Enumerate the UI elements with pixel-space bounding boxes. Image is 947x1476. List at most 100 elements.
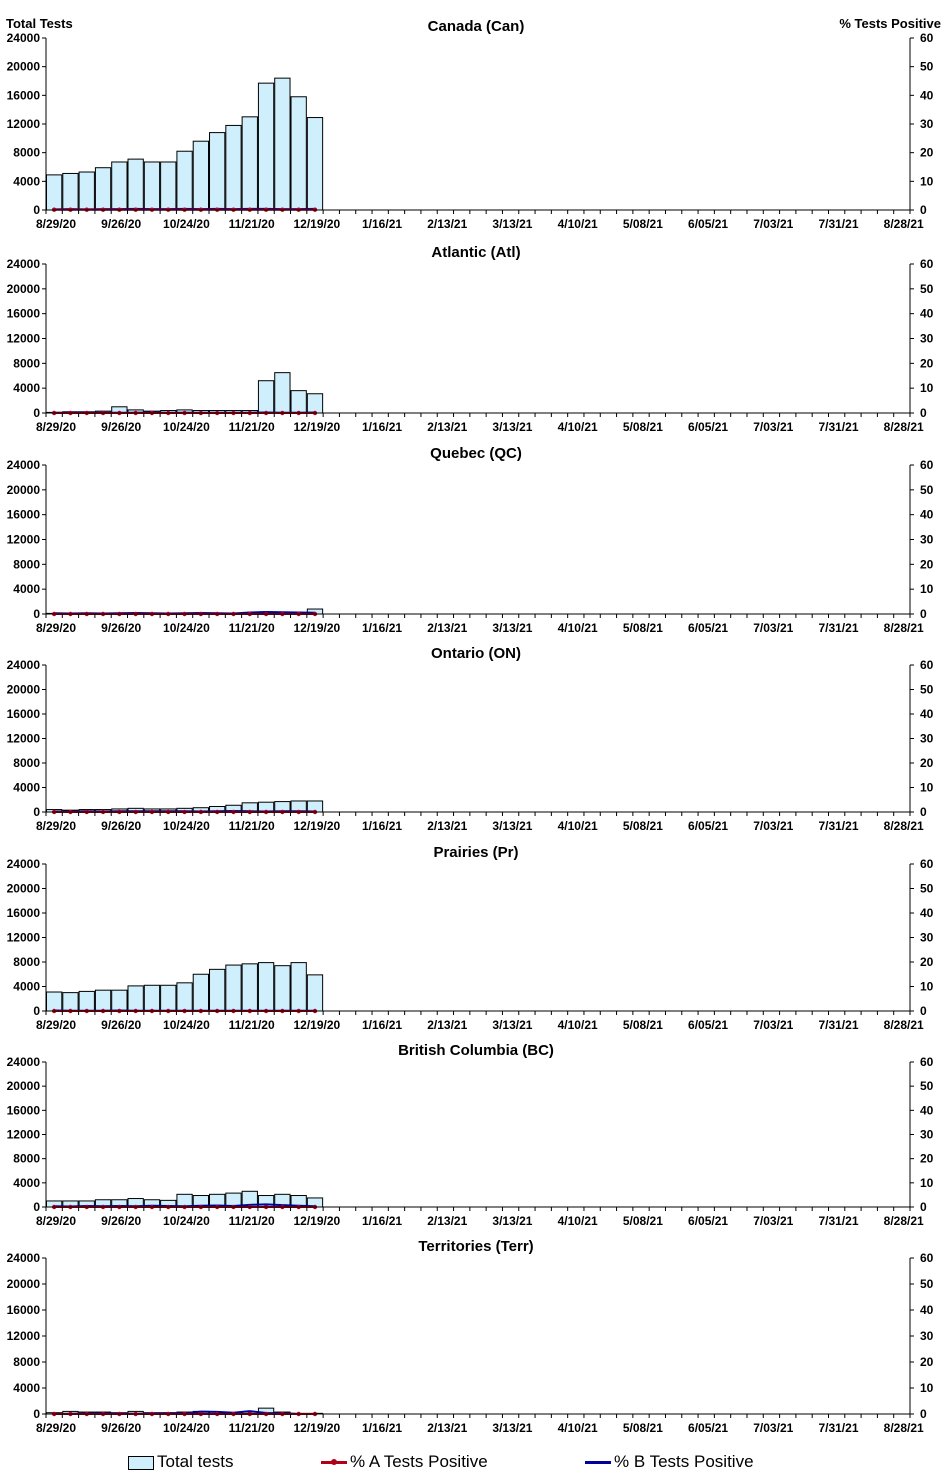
chart-panel-0: Canada (Can) 0 4000 8000 12000 16000 20000 2400… bbox=[7, 18, 934, 231]
bar bbox=[160, 161, 177, 211]
x-tick-label: 5/08/21 bbox=[623, 819, 663, 833]
right-tick-label: 50 bbox=[920, 1277, 934, 1291]
x-tick-label: 5/08/21 bbox=[623, 1214, 663, 1228]
bar bbox=[290, 390, 307, 414]
panel-title: Territories (Terr) bbox=[418, 1238, 533, 1255]
left-axis-title: Total Tests bbox=[6, 16, 73, 31]
x-tick-label: 12/19/20 bbox=[293, 1421, 340, 1435]
x-tick-label: 3/13/21 bbox=[492, 1214, 532, 1228]
right-tick-label: 10 bbox=[920, 582, 934, 596]
x-tick-label: 10/24/20 bbox=[163, 420, 210, 434]
bar bbox=[127, 985, 144, 1012]
right-tick-label: 60 bbox=[920, 458, 934, 472]
left-tick-label: 8000 bbox=[13, 756, 40, 770]
right-tick-label: 40 bbox=[920, 1303, 934, 1317]
x-tick-label: 8/29/20 bbox=[36, 1018, 76, 1032]
left-tick-label: 12000 bbox=[7, 117, 41, 131]
x-tick-label: 4/10/21 bbox=[558, 1214, 598, 1228]
left-tick-label: 20000 bbox=[7, 683, 41, 697]
x-tick-label: 12/19/20 bbox=[293, 621, 340, 635]
x-tick-label: 8/29/20 bbox=[36, 819, 76, 833]
right-tick-label: 20 bbox=[920, 1152, 934, 1166]
legend-b-line-icon bbox=[585, 1461, 611, 1464]
right-tick-label: 30 bbox=[920, 117, 934, 131]
x-tick-label: 2/13/21 bbox=[427, 1421, 467, 1435]
x-tick-label: 11/21/20 bbox=[229, 621, 275, 635]
left-tick-label: 24000 bbox=[7, 31, 41, 45]
right-tick-label: 40 bbox=[920, 906, 934, 920]
bar bbox=[241, 963, 258, 1012]
right-tick-label: 20 bbox=[920, 146, 934, 160]
bar bbox=[143, 161, 161, 211]
x-tick-label: 7/31/21 bbox=[818, 1018, 858, 1032]
x-tick-label: 4/10/21 bbox=[558, 420, 598, 434]
bar bbox=[274, 372, 291, 414]
bar bbox=[78, 171, 95, 211]
x-tick-label: 2/13/21 bbox=[427, 819, 467, 833]
panel-title: Ontario (ON) bbox=[431, 645, 521, 662]
x-tick-label: 1/16/21 bbox=[362, 420, 402, 434]
right-tick-label: 0 bbox=[920, 1004, 927, 1018]
left-tick-label: 12000 bbox=[7, 332, 41, 346]
left-tick-label: 8000 bbox=[13, 356, 40, 370]
right-tick-label: 0 bbox=[920, 406, 927, 420]
panel-title: Atlantic (Atl) bbox=[431, 244, 520, 261]
x-tick-label: 6/05/21 bbox=[688, 1421, 728, 1435]
left-tick-label: 16000 bbox=[7, 1303, 41, 1317]
x-tick-label: 5/08/21 bbox=[623, 621, 663, 635]
left-tick-label: 12000 bbox=[7, 732, 41, 746]
x-tick-label: 1/16/21 bbox=[362, 621, 402, 635]
x-tick-label: 10/24/20 bbox=[163, 1214, 210, 1228]
x-tick-label: 6/05/21 bbox=[688, 1214, 728, 1228]
right-tick-label: 40 bbox=[920, 1103, 934, 1117]
x-tick-label: 12/19/20 bbox=[293, 217, 340, 231]
left-tick-label: 24000 bbox=[7, 257, 41, 271]
x-tick-label: 3/13/21 bbox=[492, 217, 532, 231]
bar bbox=[78, 990, 95, 1012]
x-tick-label: 7/03/21 bbox=[753, 1018, 793, 1032]
bar bbox=[306, 117, 324, 211]
x-tick-label: 6/05/21 bbox=[688, 1018, 728, 1032]
right-tick-label: 0 bbox=[920, 203, 927, 217]
left-tick-label: 12000 bbox=[7, 931, 41, 945]
bar bbox=[94, 167, 112, 211]
right-tick-label: 40 bbox=[920, 307, 934, 321]
x-tick-label: 8/29/20 bbox=[36, 1421, 76, 1435]
x-tick-label: 8/28/21 bbox=[884, 420, 924, 434]
bar bbox=[46, 991, 63, 1012]
left-tick-label: 12000 bbox=[7, 533, 41, 547]
bar bbox=[160, 984, 177, 1012]
bar bbox=[127, 158, 144, 211]
panel-title: Canada (Can) bbox=[428, 18, 525, 35]
panel-title: Quebec (QC) bbox=[430, 445, 522, 462]
x-tick-label: 7/31/21 bbox=[818, 621, 858, 635]
bar bbox=[241, 116, 258, 211]
x-tick-label: 3/13/21 bbox=[492, 420, 532, 434]
x-tick-label: 9/26/20 bbox=[101, 819, 141, 833]
right-tick-label: 30 bbox=[920, 332, 934, 346]
bar bbox=[209, 132, 226, 211]
left-tick-label: 20000 bbox=[7, 1079, 41, 1093]
right-tick-label: 10 bbox=[920, 781, 934, 795]
bar bbox=[143, 984, 161, 1012]
left-tick-label: 12000 bbox=[7, 1128, 41, 1142]
right-tick-label: 50 bbox=[920, 483, 934, 497]
x-tick-label: 4/10/21 bbox=[558, 819, 598, 833]
left-tick-label: 16000 bbox=[7, 88, 41, 102]
bar bbox=[46, 174, 63, 211]
bar bbox=[192, 973, 210, 1012]
x-tick-label: 4/10/21 bbox=[558, 1018, 598, 1032]
chart-panel-1: Atlantic (Atl) 0 4000 8000 12000 16000 20000 24… bbox=[7, 244, 934, 434]
bar bbox=[257, 380, 275, 414]
x-tick-label: 2/13/21 bbox=[427, 217, 467, 231]
right-tick-label: 50 bbox=[920, 60, 934, 74]
left-tick-label: 24000 bbox=[7, 1055, 41, 1069]
left-tick-label: 4000 bbox=[13, 1381, 40, 1395]
left-tick-label: 4000 bbox=[13, 381, 40, 395]
right-axis-title: % Tests Positive bbox=[839, 16, 941, 31]
right-tick-label: 30 bbox=[920, 1329, 934, 1343]
x-tick-label: 3/13/21 bbox=[492, 1018, 532, 1032]
right-tick-label: 50 bbox=[920, 882, 934, 896]
right-tick-label: 10 bbox=[920, 980, 934, 994]
